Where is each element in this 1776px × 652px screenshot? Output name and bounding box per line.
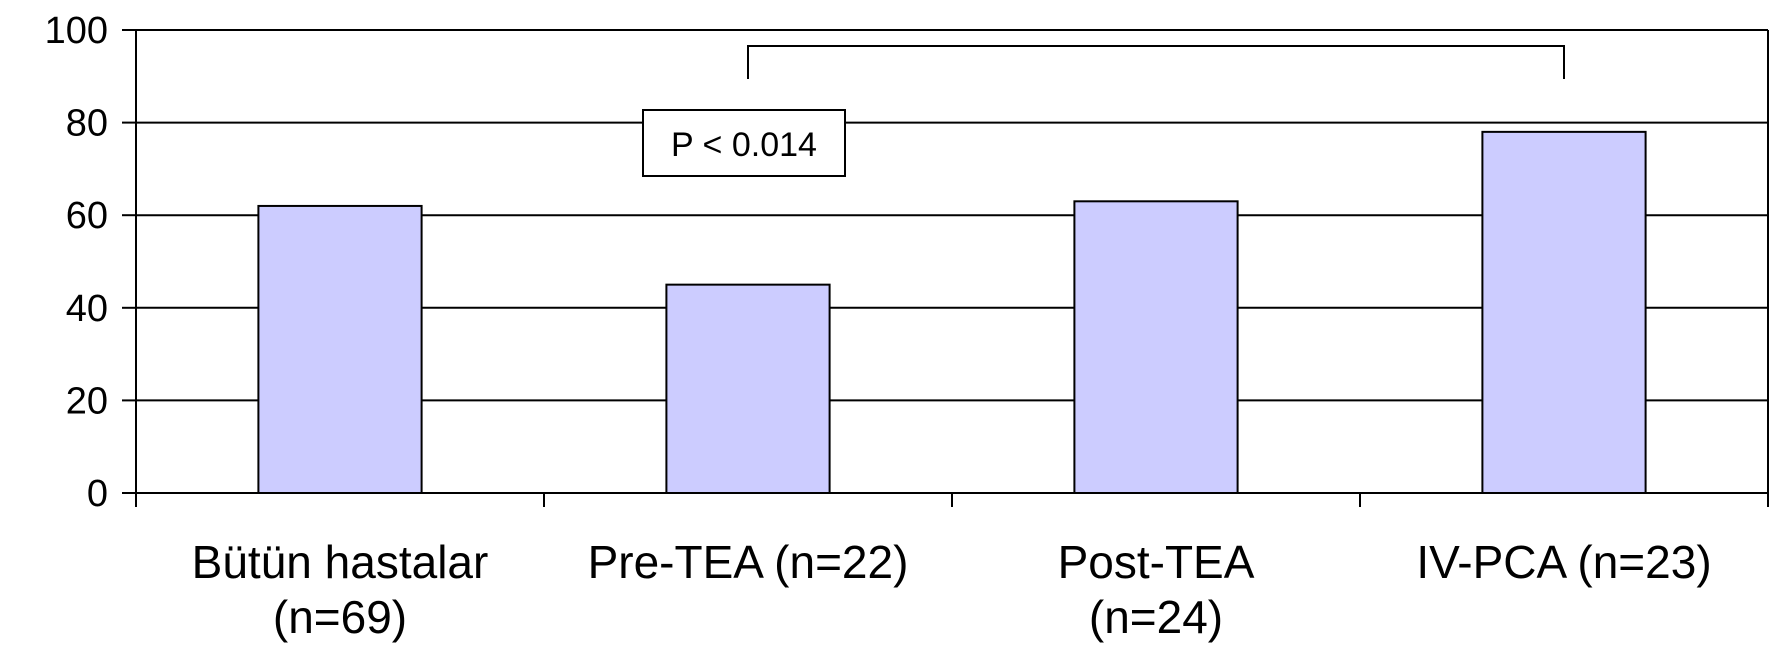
x-category-label: IV-PCA (n=23)	[1416, 536, 1711, 588]
x-category-label-line: (n=24)	[1089, 591, 1223, 643]
bar	[1481, 130, 1647, 495]
p-value-box	[642, 109, 846, 177]
significance-bracket	[747, 45, 1565, 79]
significance-annotation: P < 0.014	[642, 45, 1565, 177]
x-category-label: Bütün hastalar (n=69)	[192, 536, 489, 643]
y-tick-label: 20	[66, 380, 108, 422]
bar	[257, 204, 423, 494]
y-tick-label: 0	[87, 473, 108, 515]
x-category-label-line: Post-TEA	[1058, 536, 1255, 588]
x-category-label-line: Bütün hastalar	[192, 536, 489, 588]
y-tick-label: 60	[66, 195, 108, 237]
y-tick-label: 80	[66, 103, 108, 145]
axes	[122, 29, 1769, 507]
x-category-label: Post-TEA (n=24)	[1058, 536, 1255, 643]
x-category-labels: Bütün hastalar (n=69) Pre-TEA (n=22) Post-T…	[192, 536, 1712, 643]
y-tick-labels: 0 20 40 60 80 100	[45, 10, 108, 515]
x-category-label-line: IV-PCA (n=23)	[1416, 536, 1711, 588]
bar	[665, 283, 831, 494]
x-category-label-line: (n=69)	[273, 591, 407, 643]
y-tick-label: 100	[45, 10, 108, 52]
x-category-label: Pre-TEA (n=22)	[588, 536, 909, 588]
p-value-label: P < 0.014	[671, 126, 817, 164]
y-tick-label: 40	[66, 288, 108, 330]
bar	[1073, 200, 1239, 494]
bars	[257, 130, 1647, 495]
x-category-label-line: Pre-TEA (n=22)	[588, 536, 909, 588]
